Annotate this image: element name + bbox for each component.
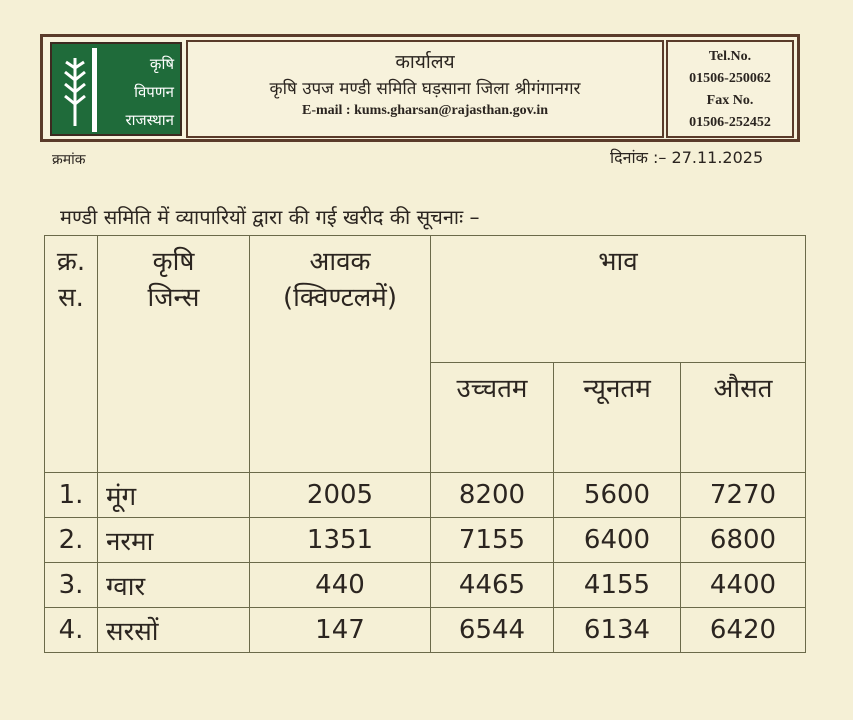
logo: कृषि विपणन राजस्थान [50, 42, 182, 136]
fax-label: Fax No. [706, 93, 754, 108]
date: दिनांक :– 27.11.2025 [610, 148, 764, 167]
header-high: उच्चतम [430, 362, 554, 473]
purchase-table: क्र. स. कृषि जिन्स आवक (क्विण्टलमें) भाव… [44, 235, 806, 653]
cell-low: 4155 [553, 562, 681, 608]
header-avg: औसत [680, 362, 806, 473]
header-price: भाव [430, 235, 806, 363]
cell-low: 6134 [553, 607, 681, 653]
cell-crop: नरमा [97, 517, 250, 563]
fax-number: 01506-252452 [689, 115, 771, 130]
cell-avg: 6800 [680, 517, 806, 563]
cell-sno: 3. [44, 562, 98, 608]
cell-arrival: 440 [249, 562, 431, 608]
cell-sno: 2. [44, 517, 98, 563]
office-info: कार्यालय कृषि उपज मण्डी समिति घड़साना जि… [186, 40, 664, 138]
email: E-mail : kums.gharsan@rajasthan.gov.in [301, 103, 548, 118]
cell-high: 7155 [430, 517, 554, 563]
header-arrival: आवक (क्विण्टलमें) [283, 247, 397, 313]
wheat-icon [64, 58, 86, 126]
cell-crop: सरसों [97, 607, 250, 653]
header-low: न्यूनतम [553, 362, 681, 473]
cell-high: 4465 [430, 562, 554, 608]
tel-number: 01506-250062 [689, 71, 771, 86]
cell-crop: ग्वार [97, 562, 250, 608]
cell-crop: मूंग [97, 472, 250, 518]
cell-low: 5600 [553, 472, 681, 518]
header-sno: क्र. स. [56, 247, 86, 313]
subject-line: मण्डी समिति में व्यापारियों द्वारा की गई… [60, 205, 480, 229]
cell-sno: 1. [44, 472, 98, 518]
cell-arrival: 2005 [249, 472, 431, 518]
cell-low: 6400 [553, 517, 681, 563]
logo-text: कृषि [149, 55, 174, 73]
tel-label: Tel.No. [708, 49, 752, 64]
logo-text: विपणन [134, 83, 174, 101]
cell-avg: 6420 [680, 607, 806, 653]
cell-high: 6544 [430, 607, 554, 653]
cell-avg: 4400 [680, 562, 806, 608]
table-row: 3. ग्वार 440 4465 4155 4400 [44, 562, 806, 608]
cell-sno: 4. [44, 607, 98, 653]
cell-arrival: 147 [249, 607, 431, 653]
cell-arrival: 1351 [249, 517, 431, 563]
cell-high: 8200 [430, 472, 554, 518]
committee-name: कृषि उपज मण्डी समिति घड़साना जिला श्रीगं… [269, 79, 581, 99]
office-title: कार्यालय [395, 51, 455, 73]
header-crop: कृषि जिन्स [147, 247, 200, 313]
table-row: 2. नरमा 1351 7155 6400 6800 [44, 517, 806, 563]
table-row: 4. सरसों 147 6544 6134 6420 [44, 607, 806, 653]
table-row: 1. मूंग 2005 8200 5600 7270 [44, 472, 806, 518]
cell-avg: 7270 [680, 472, 806, 518]
contact-info: Tel.No. 01506-250062 Fax No. 01506-25245… [666, 40, 794, 138]
reference-number-label: क्रमांक [52, 152, 86, 168]
logo-text: राजस्थान [125, 111, 174, 129]
